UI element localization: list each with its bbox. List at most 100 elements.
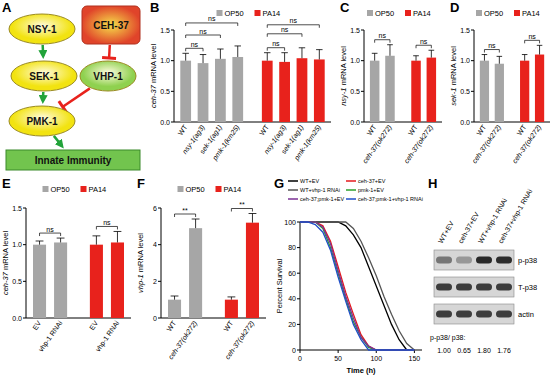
x-tick-label: EV	[31, 319, 42, 331]
y-tick	[171, 60, 174, 61]
x-tick	[338, 350, 339, 353]
y-tick	[297, 324, 300, 325]
band	[456, 257, 472, 264]
gene-name: nsy-1	[339, 87, 348, 105]
y-tick	[297, 247, 300, 248]
panel-label: G	[274, 176, 284, 191]
x-tick-label: ceh-37(ok272)	[224, 320, 256, 362]
bar	[232, 57, 243, 122]
node	[80, 61, 136, 91]
y-tick	[471, 60, 474, 61]
panel-label: E	[2, 176, 11, 191]
figure: ANSY-1CEH-37SEK-1VHP-1PMK-1Innate Immuni…	[0, 0, 554, 380]
node-label: SEK-1	[29, 71, 59, 82]
panel-label: H	[428, 176, 437, 191]
x-tick-label: WT	[165, 319, 177, 333]
error-bar	[227, 297, 235, 300]
y-axis	[364, 30, 365, 122]
legend-label: OP50	[51, 185, 70, 194]
legend-swatch	[43, 186, 49, 192]
error-bar	[182, 53, 188, 60]
significance-bracket	[416, 45, 431, 48]
x-tick-label: EV	[88, 319, 99, 331]
ratio-value: 0.65	[457, 347, 471, 354]
y-tick-label: 1.0	[12, 241, 22, 248]
x-tick-label: ceh-37(ok272)	[361, 124, 393, 166]
survival-curve	[300, 222, 414, 350]
x-tick-label: vhp-1 RNAi	[94, 319, 121, 353]
panel-label: A	[2, 0, 12, 15]
band	[436, 311, 452, 318]
x-axis	[174, 122, 331, 123]
bar	[370, 61, 379, 122]
error-bar	[217, 49, 223, 59]
error-bar	[264, 53, 270, 61]
y-tick-label: 0.5	[12, 278, 22, 285]
significance-bracket	[525, 40, 540, 43]
significance-label: **	[182, 207, 188, 214]
marks	[168, 214, 259, 319]
y-tick-label: 0	[153, 315, 157, 322]
marks	[180, 46, 324, 122]
y-tick	[361, 60, 364, 61]
gene-name: ceh-37	[149, 84, 158, 108]
node	[6, 150, 140, 170]
legend-label: PA14	[522, 9, 540, 18]
y-axis	[474, 30, 475, 122]
legend-label: ceh-37+EV	[358, 178, 386, 184]
y-tick	[171, 30, 174, 31]
significance-label: ns	[199, 28, 207, 35]
gene-name: vhp-1	[136, 274, 145, 293]
legend-swatch	[367, 10, 373, 16]
y-axis-label: Percent Survival	[275, 258, 284, 313]
significance-bracket	[267, 48, 284, 51]
x-tick-label: WT	[222, 319, 234, 333]
bar	[111, 242, 124, 318]
node-label: CEH-37	[93, 20, 129, 31]
y-tick-label: 0.5	[460, 88, 470, 95]
legend-swatch	[476, 10, 482, 16]
legend-swatch	[178, 186, 184, 192]
error-bar	[235, 46, 241, 57]
legend-label: WT+EV	[300, 178, 319, 184]
y-tick	[471, 91, 474, 92]
ratio-label: p-p38/ p38:	[430, 334, 465, 342]
error-bar	[316, 50, 322, 60]
error-bar	[36, 241, 44, 245]
x-tick-label: ceh-37(ok272)	[403, 124, 435, 166]
inhibition-bar	[102, 56, 116, 60]
legend-swatch	[216, 186, 222, 192]
bar	[215, 59, 226, 122]
significance-bracket	[186, 35, 221, 38]
bar	[33, 245, 46, 318]
legend-label: OP50	[375, 9, 394, 18]
error-bar	[57, 238, 65, 242]
legend-label: WT+vhp-1 RNAi	[300, 187, 340, 193]
bar	[90, 245, 103, 318]
y-tick	[23, 244, 26, 245]
error-bar	[413, 56, 419, 61]
marks	[370, 45, 436, 122]
y-tick	[361, 122, 364, 123]
y-tick	[361, 91, 364, 92]
marks	[300, 222, 414, 350]
y-tick	[171, 122, 174, 123]
y-tick-label: 0.5	[350, 88, 360, 95]
legend-label: OP50	[225, 9, 244, 18]
legend-swatch	[514, 10, 520, 16]
bar	[495, 64, 504, 122]
band	[476, 311, 492, 318]
legend-line	[288, 180, 298, 182]
bar	[246, 223, 259, 318]
lane-label: ceh-37+vhp-1 RNAi	[497, 188, 535, 245]
significance-bracket	[175, 214, 196, 217]
y-axis-label: nsy-1 mRNA level	[339, 46, 348, 106]
node-label: VHP-1	[93, 71, 123, 82]
y-tick-label: 1.0	[160, 57, 170, 64]
y-tick	[158, 281, 161, 282]
x-tick-label: WT	[177, 123, 189, 137]
y-tick-label: 40	[288, 295, 296, 302]
bar-panel: F0246vhp-1 mRNA levelWTceh-37(ok272)WTce…	[136, 176, 266, 361]
significance-bracket	[96, 226, 117, 229]
bar	[189, 228, 202, 318]
